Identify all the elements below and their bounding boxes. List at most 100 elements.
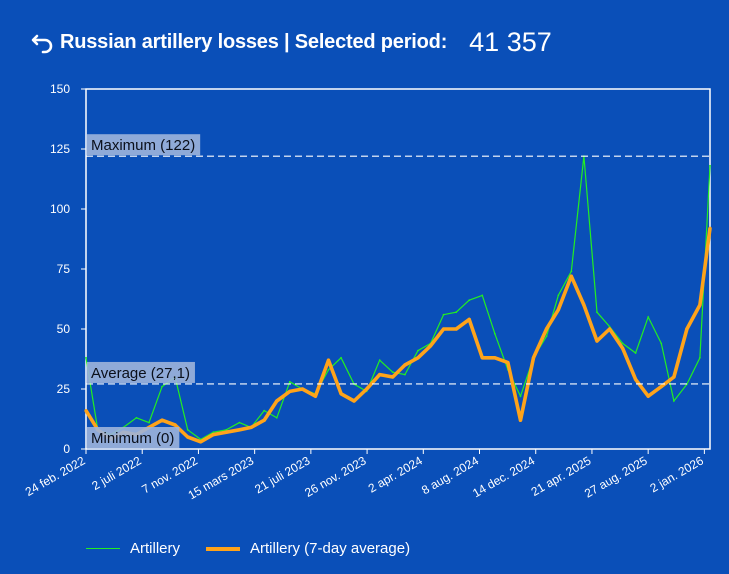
data-point-artillery-7day [634,377,638,381]
data-point-artillery-7day [480,356,484,360]
x-tick-label: 24 feb. 2022 [23,453,88,499]
data-point-artillery [493,332,496,335]
y-tick-label: 75 [57,262,71,276]
data-point-artillery [519,395,522,398]
x-tick-label: 2 jan. 2026 [647,453,706,495]
data-point-artillery [275,416,278,419]
data-point-artillery [468,299,471,302]
data-point-artillery-7day [199,440,203,444]
y-tick-label: 125 [50,142,70,156]
data-point-artillery [225,428,228,431]
legend-label-artillery-7day: Artillery (7-day average) [250,540,411,557]
data-point-artillery-7day [556,308,560,312]
data-point-artillery-7day [544,327,549,331]
reference-label-text-minimum: Minimum (0) [91,430,174,447]
data-point-artillery-7day [211,433,215,437]
data-point-artillery [288,380,291,383]
data-point-artillery-7day [224,430,228,434]
data-point-artillery-7day [685,327,689,331]
legend-item-artillery-7day[interactable]: Artillery (7-day average) [206,540,410,557]
data-point-artillery-7day [326,358,331,362]
data-point-artillery [634,352,637,354]
data-point-artillery [135,416,138,419]
data-point-artillery-7day [378,373,382,377]
y-tick-label: 50 [57,322,71,336]
data-point-artillery [570,270,573,273]
legend-label-artillery: Artillery [130,540,181,557]
data-point-artillery-7day [518,418,523,422]
data-point-artillery [85,356,87,359]
chart-title: Russian artillery losses | Selected peri… [60,30,448,53]
data-point-artillery [596,311,598,314]
data-point-artillery [161,385,163,388]
chart-header: Russian artillery losses | Selected peri… [30,22,552,62]
data-point-artillery-7day [339,392,343,396]
legend-swatch-artillery-7day [206,546,241,551]
reference-label-text-maximum: Maximum (122) [91,137,195,154]
y-tick-label: 0 [63,442,70,456]
data-point-artillery-7day [620,346,625,350]
data-point-artillery [545,335,548,338]
data-point-artillery-7day [441,327,446,331]
data-point-artillery-7day [237,428,241,432]
data-point-artillery [212,431,215,434]
reference-label-bg-average [87,361,195,383]
data-point-artillery-7day [646,394,650,398]
data-point-artillery-7day [428,344,433,348]
reference-label-maximum: Maximum (122) [87,134,201,156]
y-tick-label: 25 [57,382,71,396]
selected-period-total: 41 357 [469,26,552,57]
data-point-artillery [327,368,330,371]
data-point-artillery-7day [698,303,702,307]
y-tick-label: 100 [50,202,70,216]
x-tick-label: 2 apr. 2024 [366,453,425,495]
data-point-artillery-7day [391,375,395,379]
y-tick-label: 150 [50,82,70,96]
data-point-artillery [148,421,150,424]
data-point-artillery-7day [454,327,458,331]
data-point-artillery [391,371,394,374]
data-point-artillery-7day [659,385,663,389]
data-point-artillery-7day [313,394,318,398]
data-point-artillery [608,325,611,328]
data-point-artillery [340,356,342,359]
data-point-artillery [186,428,189,431]
data-point-artillery-7day [582,303,586,307]
x-tick-label: 27 aug. 2025 [582,453,650,500]
data-point-artillery-7day [288,389,292,393]
data-point-artillery-7day [569,274,573,278]
data-point-artillery [647,316,650,318]
reference-label-bg-minimum [87,427,180,448]
reference-label-average: Average (27,1) [87,361,195,383]
data-point-artillery-7day [365,387,369,391]
data-point-artillery-7day [467,317,471,321]
x-tick-label: 2 juli 2022 [89,453,144,493]
data-point-artillery-7day [173,423,177,427]
data-point-artillery [621,342,624,345]
data-point-artillery [481,294,484,297]
reference-label-bg-maximum [87,134,201,156]
data-point-artillery-7day [607,327,612,331]
data-point-artillery [709,164,711,167]
legend: Artillery Artillery (7-day average) [86,540,436,557]
data-point-artillery-7day [708,226,712,230]
legend-swatch-artillery [86,547,120,550]
data-point-artillery-7day [352,399,356,403]
data-point-artillery-7day [275,399,279,403]
reference-label-text-average: Average (27,1) [91,365,190,382]
data-point-artillery [404,373,406,376]
data-point-artillery [378,359,381,362]
data-point-artillery-7day [300,387,305,391]
data-point-artillery [442,313,445,316]
data-point-artillery-7day [403,363,407,367]
series-line-artillery [85,156,711,441]
data-point-artillery-7day [493,356,497,360]
data-point-artillery-7day [595,339,599,343]
series-line-artillery-7day [84,227,712,444]
data-point-artillery-7day [160,418,164,422]
legend-item-artillery[interactable]: Artillery [86,540,180,557]
data-point-artillery-7day [416,356,420,360]
data-point-artillery [263,409,266,412]
undo-icon[interactable] [30,29,56,55]
